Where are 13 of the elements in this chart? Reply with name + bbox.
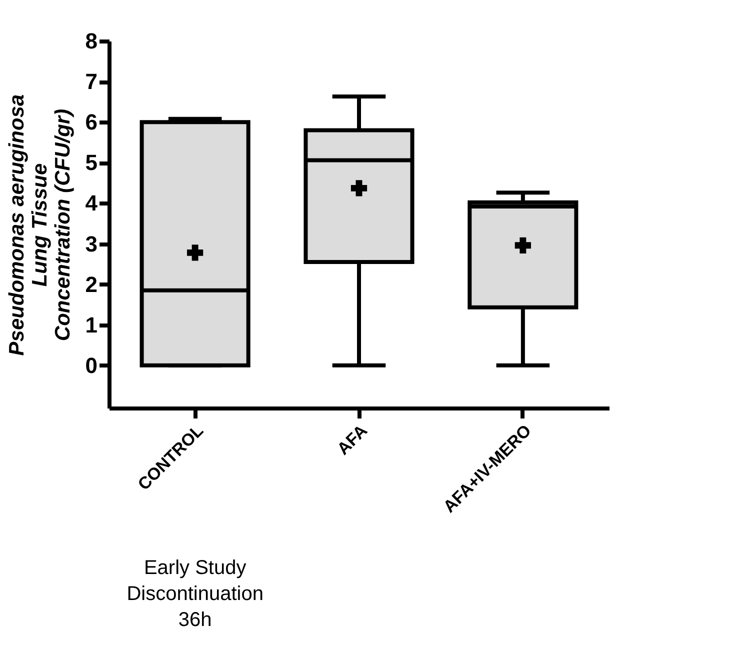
y-tick-label: 3 [85, 231, 98, 256]
y-tick-label: 5 [85, 150, 98, 176]
y-tick-label: 2 [85, 272, 98, 297]
y-tick-label: 8 [85, 28, 98, 54]
y-tick-label: 7 [85, 69, 98, 94]
y-tick-label: 1 [85, 312, 98, 338]
y-tick-label: 4 [85, 190, 98, 216]
text: Pseudomonas aeruginosa [5, 94, 28, 356]
text: Lung Tissue [28, 163, 52, 287]
y-tick-label: 6 [85, 110, 98, 135]
text: Concentration (CFU/gr) [51, 108, 74, 342]
y-tick-label: 0 [85, 352, 98, 378]
text: Early Study Discontinuation 36h [126, 557, 264, 631]
